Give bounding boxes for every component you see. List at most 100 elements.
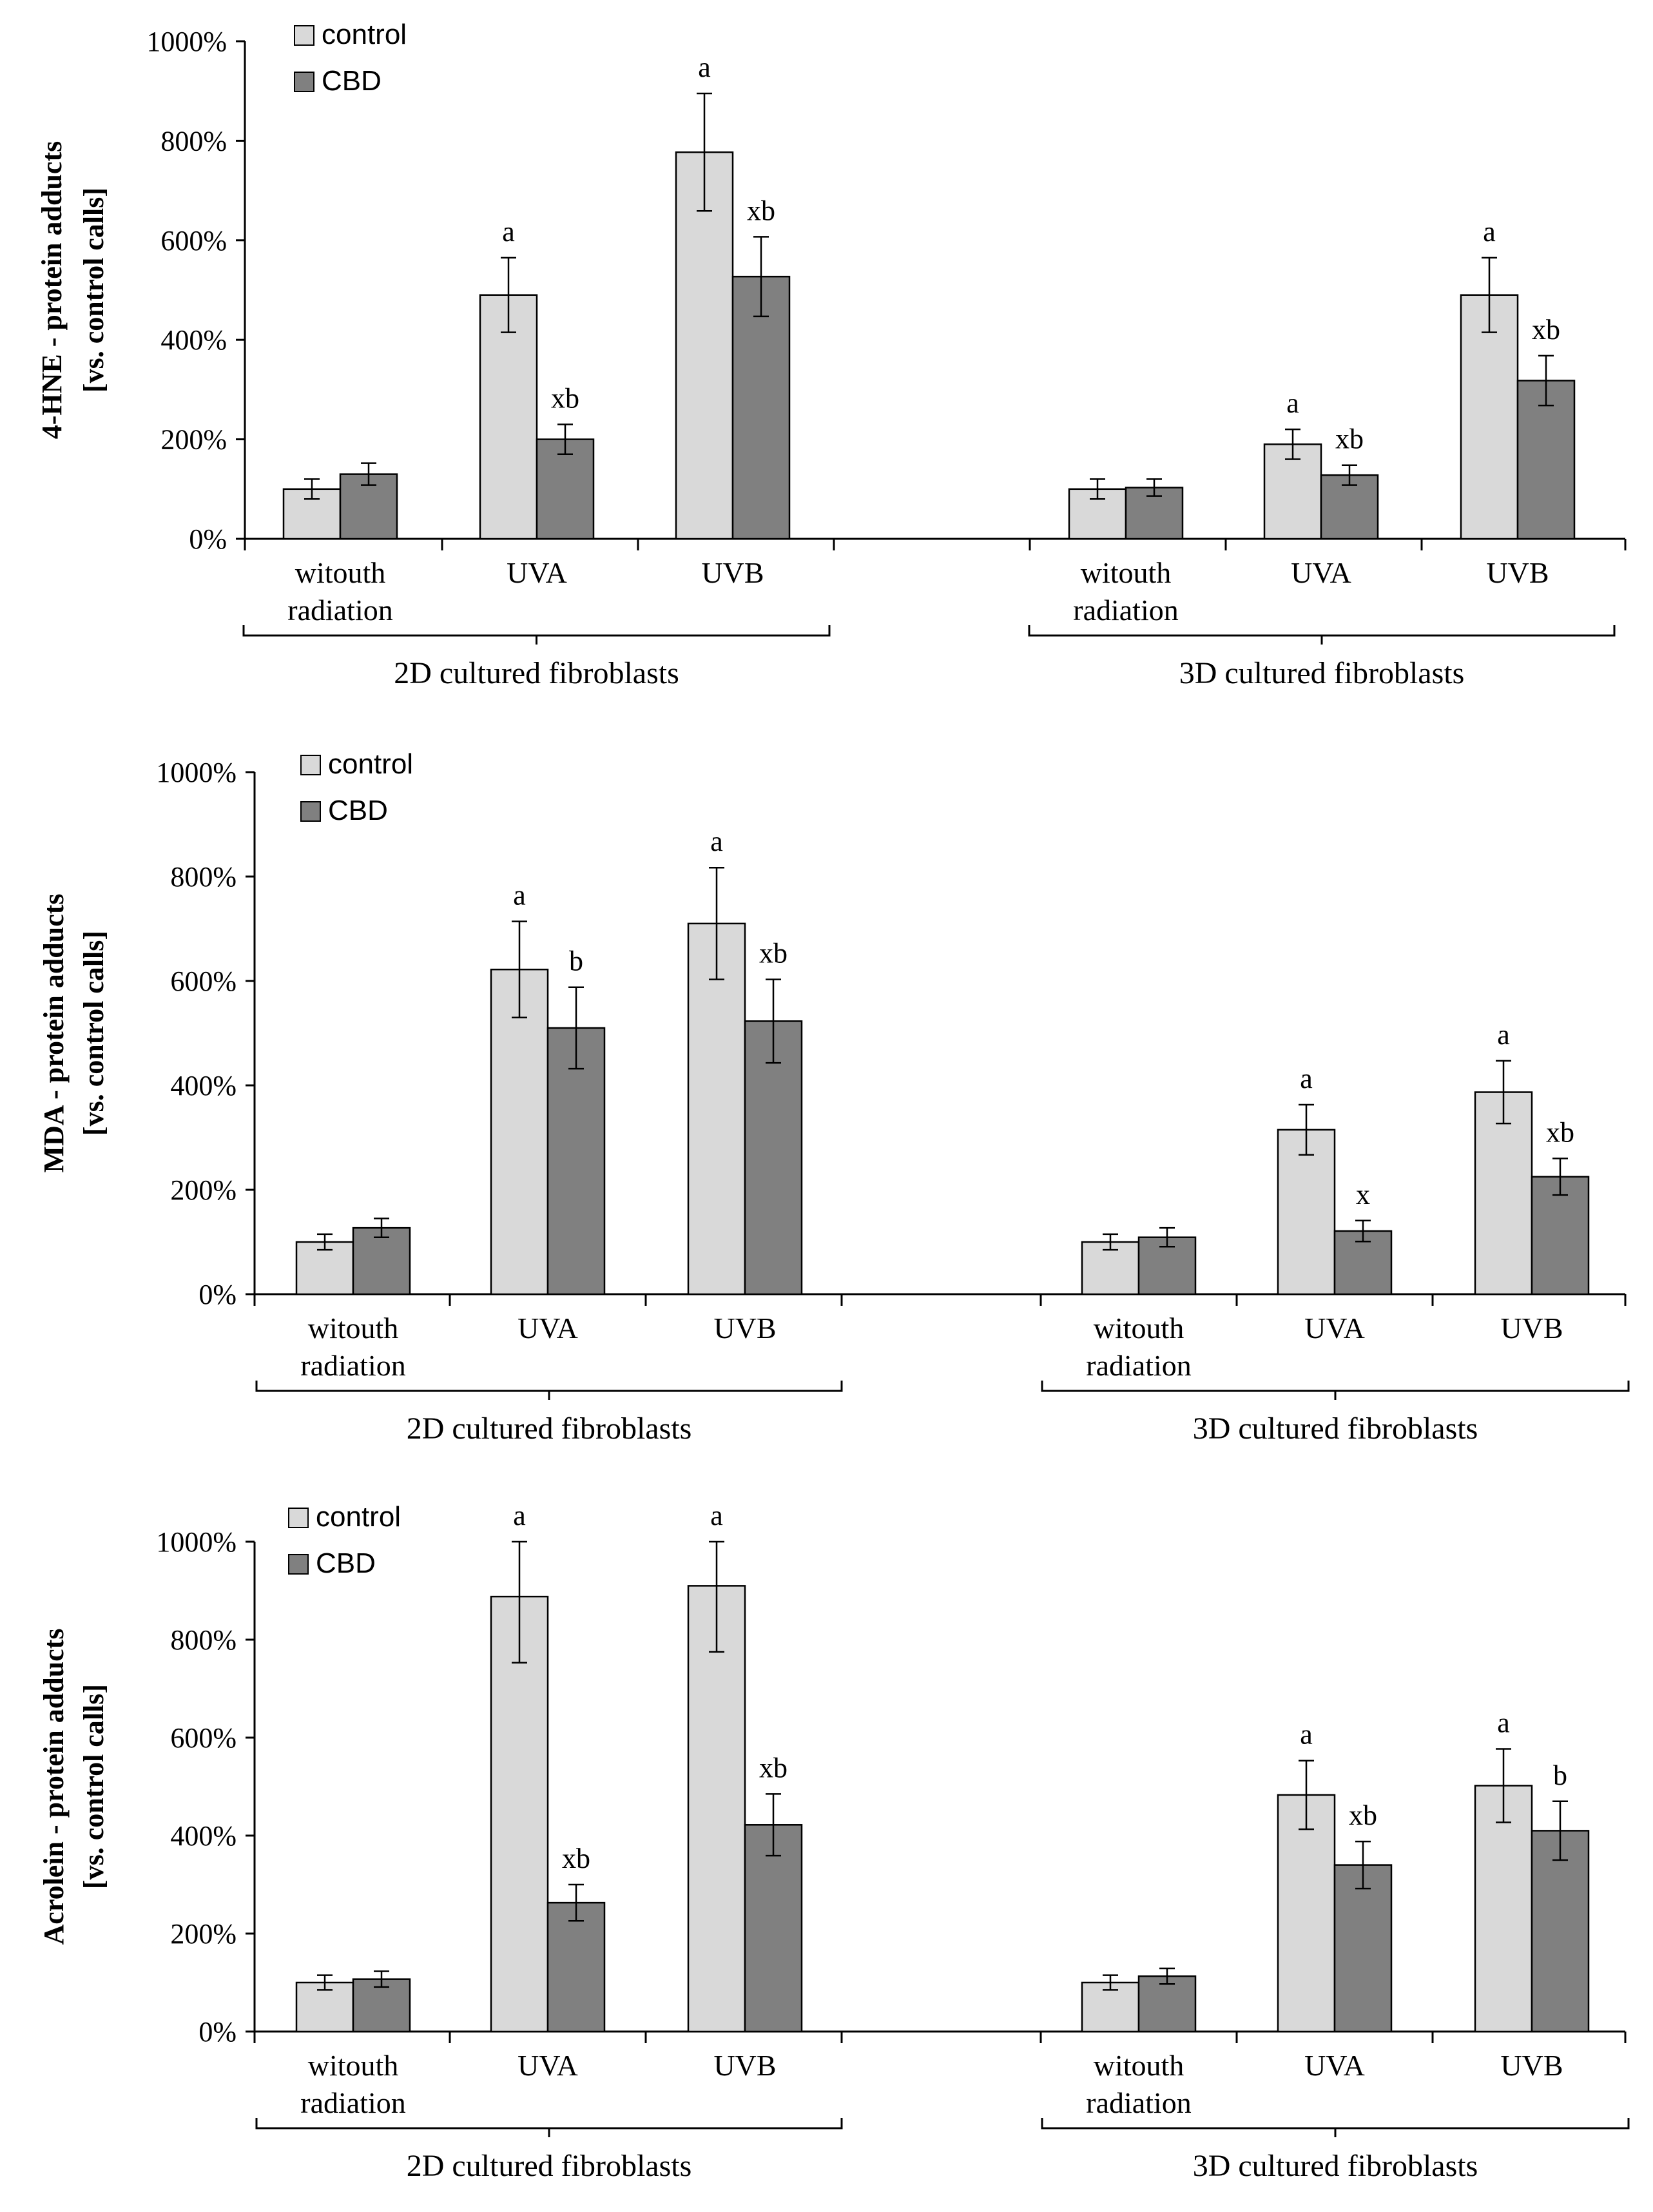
x-tick-label: witouth radiation [287,556,393,626]
legend-swatch-control [288,1508,309,1528]
group-bracket [255,2118,843,2137]
bar-control [1277,1794,1336,2033]
bar-cbd [546,1901,606,2033]
bar-control [295,1981,354,2033]
significance-label: xb [1532,314,1560,345]
significance-label: a [502,216,515,247]
x-tick-label: witouth radiation [300,1312,406,1382]
bar-cbd [1137,1975,1197,2033]
y-tick-label: 1000% [156,757,237,788]
legend-swatch-control [294,25,314,46]
y-tick-label: 400% [170,1820,237,1852]
legend-swatch-cbd [288,1554,309,1575]
bar-cbd [352,1978,411,2033]
y-tick-label: 800% [160,125,227,157]
bar-control [675,151,734,540]
bar-control [1277,1129,1336,1295]
significance-label: a [710,1500,723,1531]
significance-label: a [1497,1019,1510,1051]
y-tick-label: 1000% [156,1526,237,1558]
y-tick-label: 0% [189,523,227,555]
bar-cbd [744,1824,803,2033]
y-axis-label: Acrolein - protein adducts [38,1629,70,1945]
y-tick-label: 0% [198,1279,237,1310]
significance-label: xb [1335,423,1364,455]
significance-label: a [710,826,723,857]
group-bracket [1041,1381,1630,1400]
y-tick-label: 200% [160,424,227,456]
x-tick-label: UVA [517,2049,578,2082]
y-tick-label: 600% [160,225,227,257]
x-tick-label: UVB [713,1312,776,1344]
x-tick-label: witouth radiation [1086,2049,1192,2119]
x-tick-label: UVA [507,556,567,589]
legend-swatch-control [300,755,321,775]
chart-3: 0% 200% 400% 600% 800% 1000% Acrolein - protei… [38,1500,1630,2183]
group-bracket [242,625,831,645]
bar-control [1474,1785,1533,2033]
y-tick-label: 800% [170,1624,237,1656]
x-tick-label: UVB [1486,556,1549,589]
chart-1: 0% 200% 400% 600% 800% 1000% 4-HNE - protein a… [36,19,1627,690]
group-label: 2D cultured fibroblasts [407,2149,692,2183]
x-tick-label: UVB [713,2049,776,2082]
legend-label-cbd: CBD [316,1547,376,1579]
bar-cbd [352,1227,411,1295]
bar-cbd [1531,1830,1590,2033]
bar-cbd [731,275,791,540]
significance-label: xb [747,195,775,226]
bar-cbd [1333,1864,1393,2033]
group-label: 3D cultured fibroblasts [1179,656,1465,690]
y-tick-label: 0% [198,2016,237,2048]
x-tick-label: witouth radiation [300,2049,406,2119]
y-axis-sublabel: [vs. control calls] [78,1684,110,1889]
group-bracket [1028,625,1616,645]
y-tick-label: 200% [170,1918,237,1950]
bar-cbd [536,438,595,540]
y-axis-sublabel: [vs. control calls] [78,931,110,1136]
group-label: 2D cultured fibroblasts [407,1412,692,1446]
significance-label: b [569,946,583,977]
significance-label: a [1497,1707,1510,1738]
significance-label: xb [1546,1116,1574,1148]
y-axis-label: MDA - protein adducts [38,893,70,1172]
x-tick-label: UVB [1500,1312,1563,1344]
bar-control [687,922,746,1295]
bar-control [479,294,538,540]
legend-swatch-cbd [294,72,314,92]
significance-label: a [1286,387,1299,419]
legend-label-cbd: CBD [328,795,388,826]
x-tick-label: UVA [1304,2049,1365,2082]
y-tick-label: 600% [170,1722,237,1754]
x-tick-label: UVA [1291,556,1351,589]
significance-label: a [1300,1063,1313,1094]
y-axis-label: 4-HNE - protein adducts [36,141,68,439]
bar-control [282,488,342,540]
y-tick-label: 600% [170,965,237,997]
legend-label-control: control [328,748,413,780]
significance-label: xb [562,1843,590,1874]
significance-label: a [513,880,526,911]
group-label: 3D cultured fibroblasts [1193,2149,1478,2183]
group-label: 2D cultured fibroblasts [394,656,679,690]
legend-swatch-cbd [300,801,321,822]
significance-label: xb [1349,1800,1377,1831]
significance-label: a [1483,216,1496,247]
y-tick-label: 200% [170,1174,237,1206]
group-label: 3D cultured fibroblasts [1193,1412,1478,1446]
significance-label: a [513,1500,526,1531]
x-tick-label: witouth radiation [1073,556,1179,626]
y-tick-label: 1000% [146,26,227,57]
x-tick-label: witouth radiation [1086,1312,1192,1382]
legend-label-cbd: CBD [322,65,382,97]
bar-control [1460,294,1519,540]
x-tick-label: UVA [1304,1312,1365,1344]
bar-control [687,1585,746,2033]
bar-cbd [744,1020,803,1295]
bar-control [1081,1241,1140,1295]
significance-label: xb [759,938,788,969]
significance-label: xb [759,1752,788,1783]
significance-label: x [1356,1179,1370,1210]
